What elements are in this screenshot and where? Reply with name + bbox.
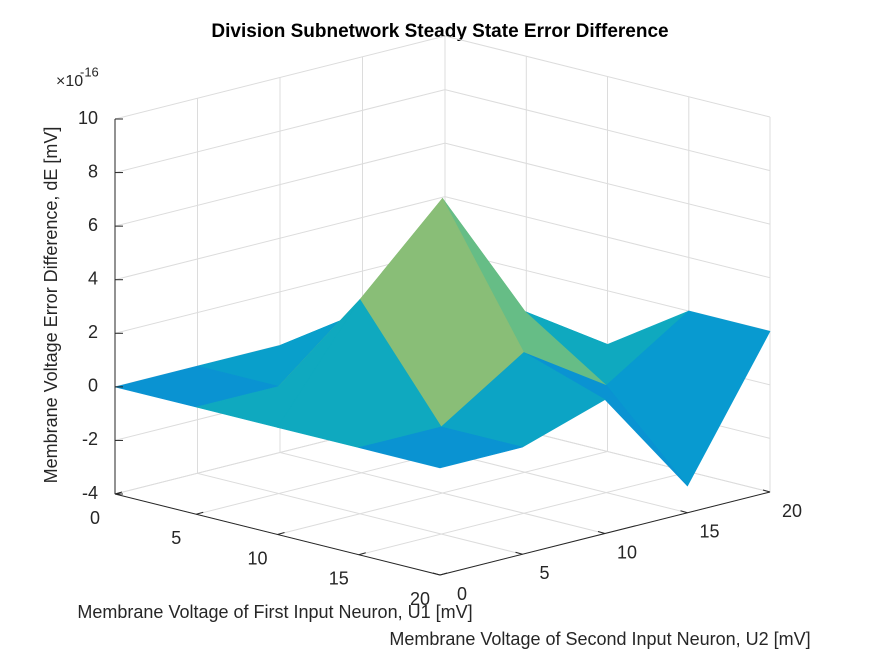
y-tick <box>680 510 688 514</box>
z-tick-label: 6 <box>88 215 98 235</box>
grid-line <box>279 77 606 534</box>
z-multiplier: ×10 <box>56 73 83 90</box>
z-tick-label: 8 <box>88 161 98 181</box>
y-tick <box>762 489 771 493</box>
z-tick-label: -4 <box>82 483 98 503</box>
x-tick <box>358 552 366 556</box>
chart-title: Division Subnetwork Steady State Error D… <box>211 21 668 42</box>
y-tick-label: 10 <box>617 542 637 562</box>
x-tick-label: 20 <box>410 589 430 609</box>
z-tick-label: 4 <box>88 268 98 288</box>
y-tick <box>597 531 606 534</box>
x-tick-label: 15 <box>329 569 349 589</box>
x-tick-label: 5 <box>171 528 181 548</box>
x-tick-label: 0 <box>90 508 100 528</box>
z-exponent: -16 <box>80 64 99 79</box>
x-tick <box>114 491 123 495</box>
y-tick-label: 20 <box>782 501 802 521</box>
y-tick-label: 0 <box>457 584 467 604</box>
x-tick-label: 10 <box>247 548 267 568</box>
surface-patch <box>358 426 523 469</box>
grid-line <box>197 98 523 555</box>
grid-line <box>114 89 771 174</box>
y-tick-label: 15 <box>699 522 719 542</box>
x-tick <box>196 511 204 515</box>
x-tick <box>277 532 285 535</box>
y-tick <box>515 551 523 555</box>
z-tick-label: -2 <box>82 429 98 449</box>
z-tick-label: 10 <box>78 108 98 128</box>
x-axis-label: Membrane Voltage of First Input Neuron, … <box>77 602 472 622</box>
z-tick-label: 2 <box>88 322 98 342</box>
y-tick-label: 5 <box>539 563 549 583</box>
grid-line <box>114 35 771 120</box>
y-axis-line <box>439 491 771 576</box>
z-tick-label: 0 <box>88 376 98 396</box>
y-axis-label: Membrane Voltage of Second Input Neuron,… <box>389 629 810 649</box>
z-axis-label: Membrane Voltage Error Difference, dE [m… <box>41 127 61 484</box>
x-axis-line <box>114 493 441 576</box>
